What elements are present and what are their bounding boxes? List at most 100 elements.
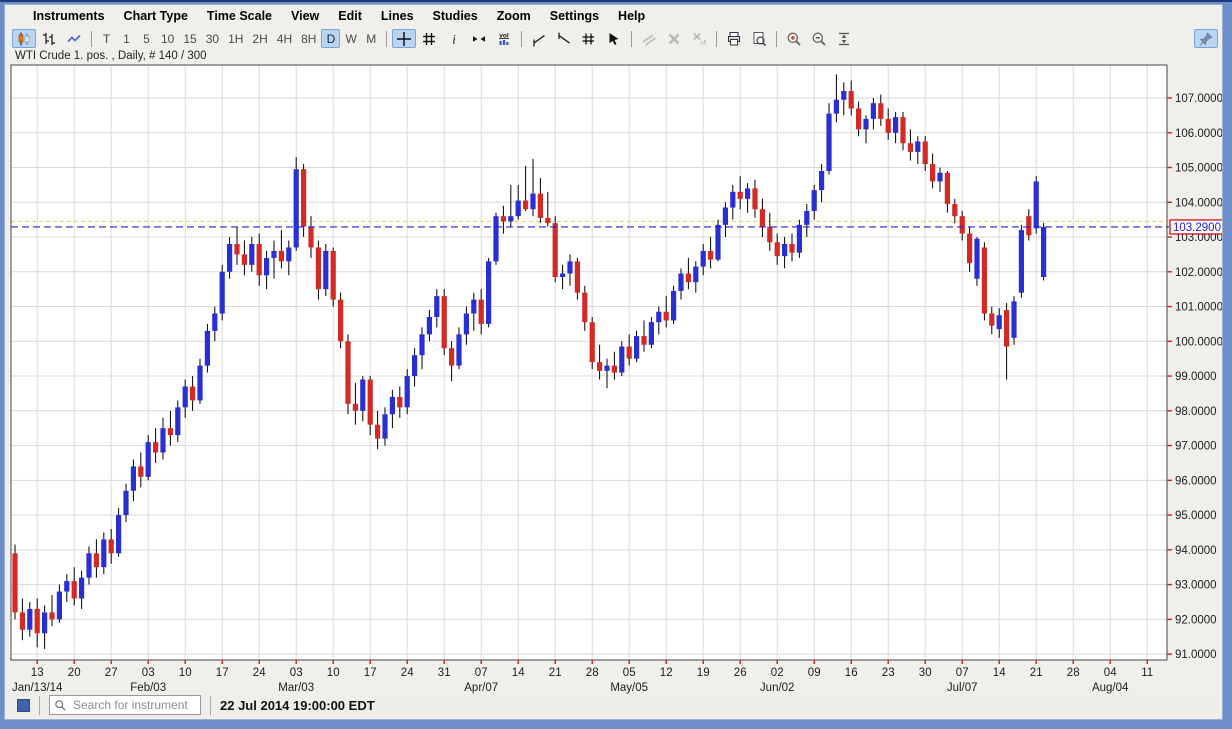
interval-button-15[interactable]: 15 [179,29,200,48]
menu-item-view[interactable]: View [291,9,319,23]
info-icon: i [446,31,462,47]
expand-horizontal-button[interactable] [467,29,491,48]
interval-button-w[interactable]: W [341,29,360,48]
svg-text:98.0000: 98.0000 [1175,406,1217,418]
interval-button-2h[interactable]: 2H [248,29,271,48]
fit-vertical-button[interactable] [832,29,856,48]
statusbar-separator [210,696,211,715]
menu-item-studies[interactable]: Studies [433,9,478,23]
svg-text:97.0000: 97.0000 [1175,441,1217,453]
ohlc-bars-button[interactable] [37,29,61,48]
svg-text:105.0000: 105.0000 [1175,163,1223,175]
svg-text:Apr/07: Apr/07 [464,682,498,694]
svg-text:13: 13 [31,667,44,679]
svg-text:103.2900: 103.2900 [1173,222,1221,234]
svg-text:23: 23 [882,667,895,679]
line-chart-button[interactable] [62,29,86,48]
svg-text:Mar/03: Mar/03 [278,682,314,694]
svg-text:Jan/13/14: Jan/13/14 [12,682,63,694]
menu-item-help[interactable]: Help [618,9,645,23]
pin-icon [1198,31,1214,47]
svg-text:92.0000: 92.0000 [1175,614,1217,626]
svg-text:i: i [452,31,456,46]
trendline-hash-icon [581,31,597,47]
print-preview-button[interactable] [747,29,771,48]
interval-button-5[interactable]: 5 [137,29,156,48]
delete-all-drawings-button[interactable]: all [687,29,711,48]
svg-text:94.0000: 94.0000 [1175,545,1217,557]
chart-title: WTI Crude 1. pos. , Daily, # 140 / 300 [5,50,1222,64]
toolbar-group: i vol [392,29,516,48]
pin-toolbar-button[interactable] [1194,29,1218,48]
grid-icon [421,31,437,47]
interval-button-d[interactable]: D [321,29,340,48]
svg-text:28: 28 [586,667,599,679]
menu-item-settings[interactable]: Settings [550,9,599,23]
crosshair-icon [396,31,412,47]
menu-item-instruments[interactable]: Instruments [33,9,105,23]
trendline-hash-button[interactable] [577,29,601,48]
svg-text:91.0000: 91.0000 [1175,649,1217,661]
parallel-lines-button[interactable] [637,29,661,48]
zoom-out-button[interactable] [807,29,831,48]
menu-item-edit[interactable]: Edit [338,9,362,23]
svg-text:Jul/07: Jul/07 [947,682,978,694]
menu-item-lines[interactable]: Lines [381,9,414,23]
svg-text:26: 26 [734,667,747,679]
svg-text:31: 31 [438,667,451,679]
interval-button-30[interactable]: 30 [202,29,223,48]
volume-icon: vol [496,31,512,47]
info-button[interactable]: i [442,29,466,48]
interval-button-1h[interactable]: 1H [224,29,247,48]
volume-button[interactable]: vol [492,29,516,48]
connection-status-button[interactable] [17,699,30,712]
search-icon [54,699,67,712]
svg-text:19: 19 [697,667,710,679]
price-chart[interactable]: 91.000092.000093.000094.000095.000096.00… [5,64,1223,697]
instrument-search-box[interactable] [49,695,201,715]
search-input[interactable] [71,697,196,713]
toolbar-separator [716,31,717,47]
interval-button-8h[interactable]: 8H [297,29,320,48]
svg-text:21: 21 [549,667,562,679]
print-button[interactable] [722,29,746,48]
menu-item-chart-type[interactable]: Chart Type [124,9,188,23]
svg-text:Feb/03: Feb/03 [130,682,166,694]
pointer-button[interactable] [602,29,626,48]
interval-button-t[interactable]: T [97,29,116,48]
parallel-lines-icon [641,31,657,47]
candlestick-chart-icon [16,31,32,47]
svg-text:21: 21 [1030,667,1043,679]
toolbar-group [722,29,771,48]
grid-button[interactable] [417,29,441,48]
trendline-ray-button[interactable] [552,29,576,48]
trendline-button[interactable] [527,29,551,48]
svg-text:28: 28 [1067,667,1080,679]
interval-button-m[interactable]: M [362,29,381,48]
svg-text:27: 27 [105,667,118,679]
crosshair-button[interactable] [392,29,416,48]
menu-item-time-scale[interactable]: Time Scale [207,9,272,23]
delete-drawing-button[interactable] [662,29,686,48]
svg-text:102.0000: 102.0000 [1175,267,1223,279]
delete-all-drawings-icon: all [691,31,707,47]
interval-button-1[interactable]: 1 [117,29,136,48]
svg-text:17: 17 [216,667,229,679]
svg-text:03: 03 [290,667,303,679]
svg-text:14: 14 [993,667,1006,679]
svg-text:May/05: May/05 [610,682,648,694]
zoom-in-button[interactable] [782,29,806,48]
menu-item-zoom[interactable]: Zoom [497,9,531,23]
interval-button-4h[interactable]: 4H [273,29,296,48]
svg-text:04: 04 [1104,667,1117,679]
svg-text:17: 17 [364,667,377,679]
toolbar: T151015301H2H4H8HDWMivolall [5,27,1222,50]
svg-text:07: 07 [956,667,969,679]
svg-text:107.0000: 107.0000 [1175,93,1223,105]
svg-text:95.0000: 95.0000 [1175,510,1217,522]
print-icon [726,31,742,47]
svg-text:10: 10 [179,667,192,679]
zoom-in-icon [786,31,802,47]
candlestick-chart-button[interactable] [12,29,36,48]
interval-button-10[interactable]: 10 [157,29,178,48]
